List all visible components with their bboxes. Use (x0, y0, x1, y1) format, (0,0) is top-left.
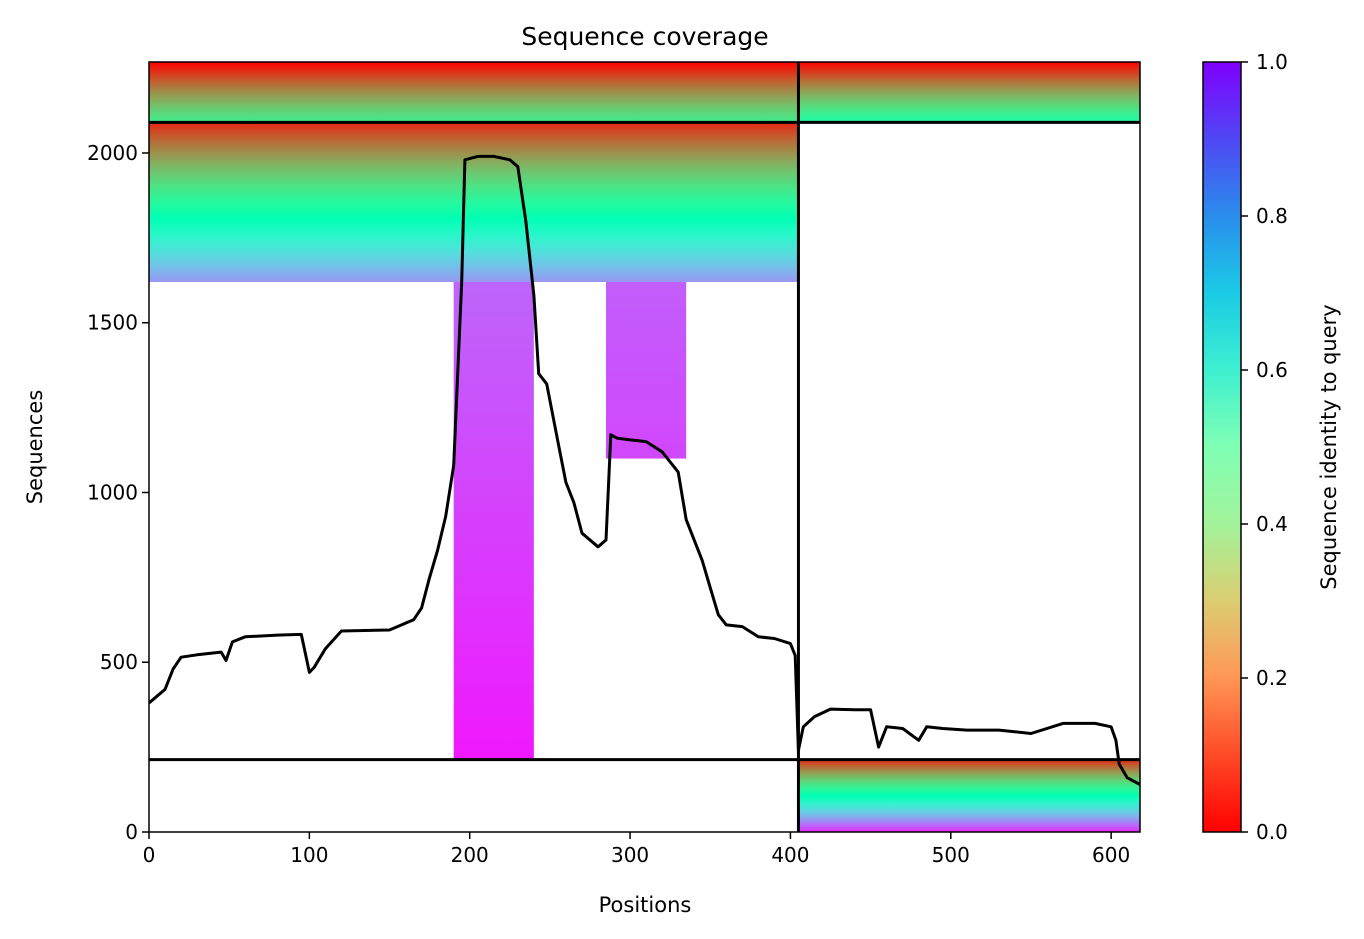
chart-title: Sequence coverage (521, 22, 768, 51)
colorbar-tick-label: 0.0 (1256, 820, 1288, 844)
colorbar-tick-label: 0.4 (1256, 512, 1288, 536)
x-tick-label: 100 (290, 843, 328, 867)
y-axis-ticks: 0 500 1000 1500 2000 (87, 141, 149, 844)
coverage-block (606, 282, 687, 459)
x-tick-label: 600 (1092, 843, 1130, 867)
x-tick-label: 0 (143, 843, 156, 867)
coverage-line (149, 154, 1140, 786)
colorbar-ticks: 0.0 0.2 0.4 0.6 0.8 1.0 (1241, 50, 1288, 844)
colorbar (1202, 61, 1242, 833)
plot-frame (148, 61, 1141, 833)
x-tick-label: 500 (932, 843, 970, 867)
x-axis-ticks: 0 100 200 300 400 500 600 (143, 832, 1130, 867)
colorbar-tick-label: 0.2 (1256, 666, 1288, 690)
y-tick-label: 1000 (87, 480, 138, 504)
y-tick-label: 0 (125, 820, 138, 844)
coverage-block (453, 282, 534, 760)
coverage-block (798, 759, 1140, 832)
colorbar-tick-label: 0.8 (1256, 204, 1288, 228)
coverage-blocks (149, 62, 1140, 832)
colorbar-tick-label: 1.0 (1256, 50, 1288, 74)
colorbar-label: Sequence identity to query (1317, 304, 1341, 589)
boundary-lines (149, 62, 1140, 832)
coverage-block (149, 62, 799, 123)
y-tick-label: 2000 (87, 141, 138, 165)
y-tick-label: 500 (100, 650, 138, 674)
x-tick-label: 400 (771, 843, 809, 867)
coverage-block (149, 122, 799, 282)
colorbar-tick-label: 0.6 (1256, 358, 1288, 382)
y-tick-label: 1500 (87, 311, 138, 335)
x-tick-label: 200 (451, 843, 489, 867)
x-axis-label: Positions (599, 893, 692, 917)
coverage-block (798, 62, 1140, 123)
y-axis-label: Sequences (23, 390, 47, 505)
x-tick-label: 300 (611, 843, 649, 867)
